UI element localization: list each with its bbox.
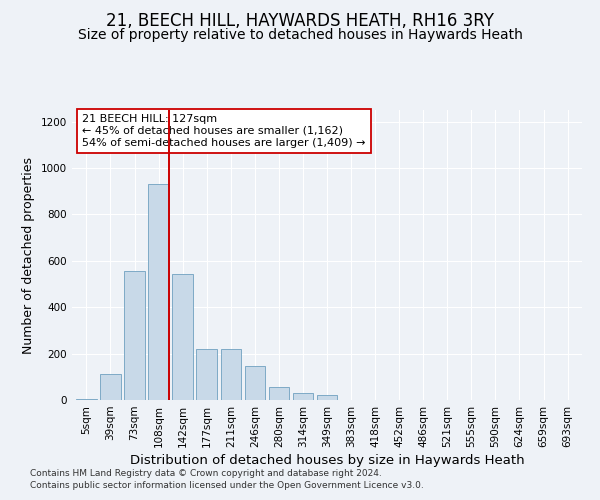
- Bar: [172, 274, 193, 400]
- Bar: [76, 399, 97, 400]
- Text: Contains HM Land Registry data © Crown copyright and database right 2024.: Contains HM Land Registry data © Crown c…: [30, 468, 382, 477]
- Text: 21 BEECH HILL: 127sqm
← 45% of detached houses are smaller (1,162)
54% of semi-d: 21 BEECH HILL: 127sqm ← 45% of detached …: [82, 114, 366, 148]
- Bar: [245, 366, 265, 400]
- X-axis label: Distribution of detached houses by size in Haywards Heath: Distribution of detached houses by size …: [130, 454, 524, 467]
- Text: 21, BEECH HILL, HAYWARDS HEATH, RH16 3RY: 21, BEECH HILL, HAYWARDS HEATH, RH16 3RY: [106, 12, 494, 30]
- Bar: [317, 396, 337, 400]
- Bar: [293, 393, 313, 400]
- Text: Size of property relative to detached houses in Haywards Heath: Size of property relative to detached ho…: [77, 28, 523, 42]
- Y-axis label: Number of detached properties: Number of detached properties: [22, 156, 35, 354]
- Bar: [124, 271, 145, 400]
- Text: Contains public sector information licensed under the Open Government Licence v3: Contains public sector information licen…: [30, 481, 424, 490]
- Bar: [221, 349, 241, 400]
- Bar: [148, 184, 169, 400]
- Bar: [100, 374, 121, 400]
- Bar: [196, 349, 217, 400]
- Bar: [269, 387, 289, 400]
